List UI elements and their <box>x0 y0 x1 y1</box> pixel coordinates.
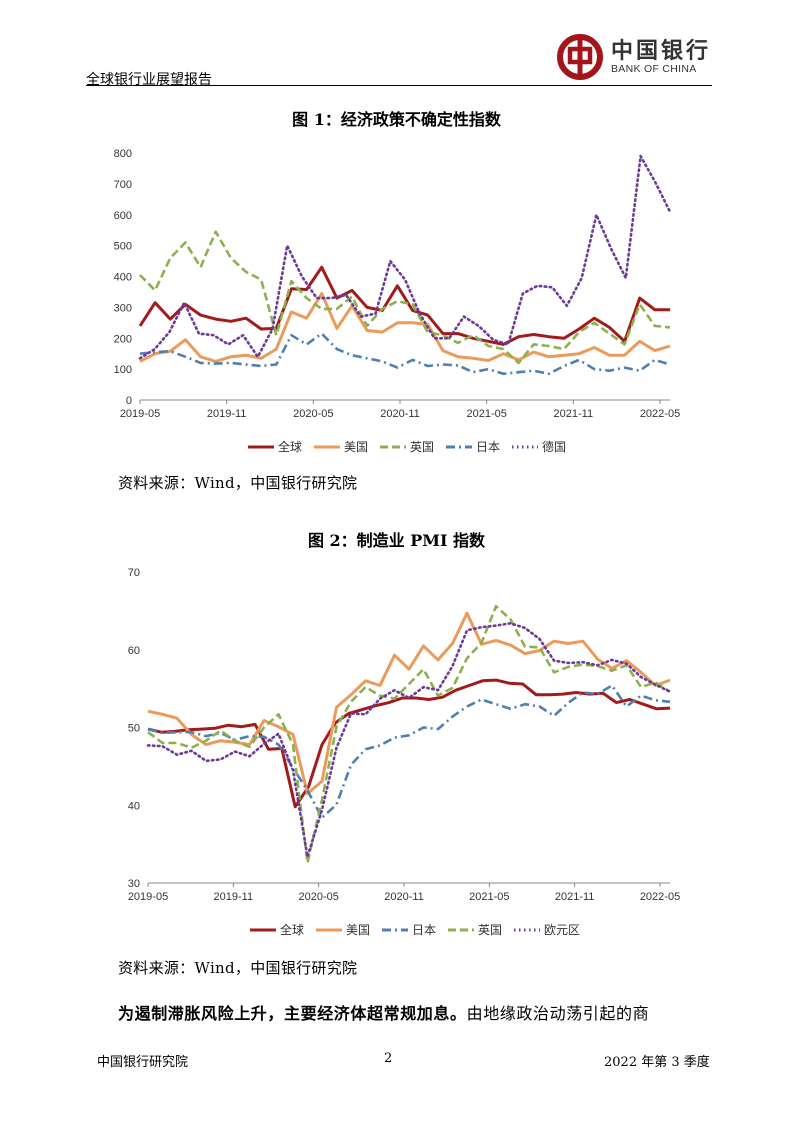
figure-1-source: 资料来源：Wind，中国银行研究院 <box>118 474 358 492</box>
series-line <box>147 604 671 865</box>
y-tick-label: 200 <box>114 333 132 345</box>
x-tick-label: 2019-05 <box>128 891 168 903</box>
figure-2-source: 资料来源：Wind，中国银行研究院 <box>118 959 358 977</box>
legend-label: 欧元区 <box>544 923 580 937</box>
y-tick-label: 300 <box>114 302 132 314</box>
x-tick-label: 2022-05 <box>640 891 680 903</box>
y-tick-label: 30 <box>128 878 140 890</box>
legend-label: 全球 <box>278 439 302 454</box>
x-tick-label: 2021-05 <box>466 408 506 420</box>
series-line <box>147 678 671 809</box>
legend-label: 美国 <box>346 923 370 937</box>
x-tick-label: 2020-05 <box>293 408 333 420</box>
series-line <box>147 611 671 796</box>
y-tick-label: 500 <box>114 241 132 253</box>
x-tick-label: 2022-05 <box>640 408 680 420</box>
body-paragraph: 为遏制滞胀风险上升，主要经济体超常规加息。由地缘政治动荡引起的商 <box>118 1000 649 1024</box>
legend-label: 英国 <box>410 440 434 454</box>
y-tick-label: 40 <box>128 800 140 812</box>
series-line <box>139 292 671 363</box>
y-tick-label: 600 <box>114 210 132 222</box>
y-tick-label: 0 <box>126 395 132 407</box>
y-tick-label: 50 <box>128 723 140 735</box>
x-tick-label: 2021-11 <box>555 891 595 903</box>
body-plain-text: 由地缘政治动荡引起的商 <box>466 1004 650 1023</box>
x-tick-label: 2020-11 <box>384 891 424 903</box>
y-tick-label: 60 <box>128 645 140 657</box>
y-tick-label: 800 <box>114 148 132 160</box>
y-tick-label: 100 <box>114 364 132 376</box>
legend-label: 英国 <box>478 923 502 937</box>
y-tick-label: 400 <box>114 272 132 284</box>
boc-emblem-icon <box>557 34 603 80</box>
x-tick-label: 2020-05 <box>298 891 338 903</box>
x-tick-label: 2019-11 <box>214 891 254 903</box>
legend-label: 全球 <box>280 922 304 937</box>
series-line <box>147 684 671 820</box>
page-number: 2 <box>384 1051 393 1066</box>
legend-label: 德国 <box>542 439 566 454</box>
series-line <box>146 621 672 858</box>
series-line <box>139 230 671 365</box>
y-tick-label: 700 <box>114 179 132 191</box>
footer-period: 2022 年第 3 季度 <box>604 1055 710 1070</box>
x-tick-label: 2020-11 <box>380 408 420 420</box>
series-line <box>138 154 672 360</box>
body-bold-sentence: 为遏制滞胀风险上升，主要经济体超常规加息。 <box>118 1004 467 1023</box>
manufacturing-pmi-chart: 30 40 50 60 70 2019-05 2019-11 2020-05 2020-11 20… <box>128 567 680 937</box>
legend-label: 美国 <box>344 440 368 454</box>
figure-1-title: 图 1：经济政策不确定性指数 <box>292 110 501 129</box>
report-title: 全球银行业展望报告 <box>86 72 212 88</box>
x-tick-label: 2021-05 <box>469 891 509 903</box>
logo-english-name: BANK OF CHINA <box>611 63 697 75</box>
series-line <box>139 332 671 376</box>
bank-of-china-logo <box>557 34 603 80</box>
figure-2-title: 图 2：制造业 PMI 指数 <box>307 531 486 550</box>
x-tick-label: 2021-11 <box>554 408 594 420</box>
legend-label: 日本 <box>476 440 500 454</box>
x-tick-label: 2019-11 <box>207 408 247 420</box>
legend-label: 日本 <box>412 923 436 937</box>
header-divider <box>86 85 712 86</box>
policy-uncertainty-chart: 0 100 200 300 400 500 600 700 800 2019-05 2019-11 2… <box>114 148 681 454</box>
series-line <box>138 265 670 346</box>
logo-chinese-name: 中国银行 <box>611 38 712 64</box>
footer-institute: 中国银行研究院 <box>97 1055 189 1070</box>
x-tick-label: 2019-05 <box>120 408 160 420</box>
y-tick-label: 70 <box>128 567 140 579</box>
